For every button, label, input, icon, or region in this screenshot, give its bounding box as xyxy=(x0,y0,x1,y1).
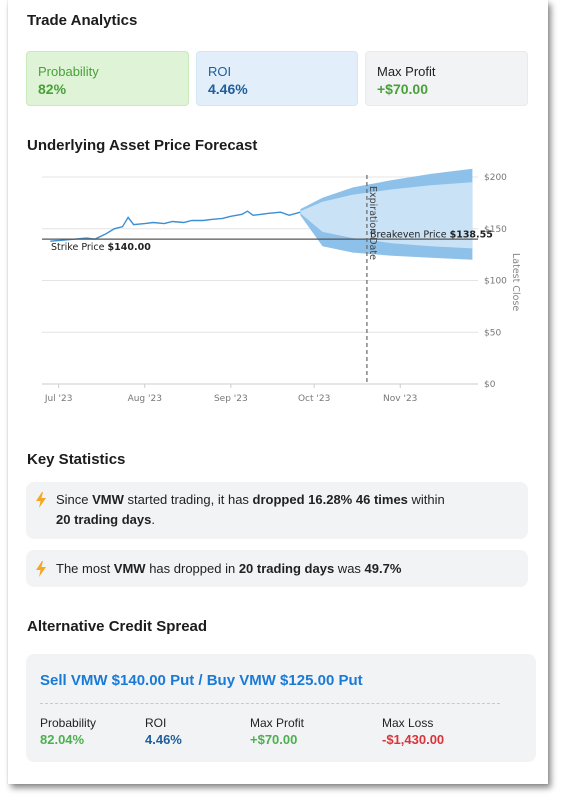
alt-probability: Probability 82.04% xyxy=(40,716,96,747)
probability-value: 82% xyxy=(38,81,67,97)
probability-label: Probability xyxy=(38,64,99,79)
roi-label: ROI xyxy=(208,64,232,79)
y-tick-label: $150 xyxy=(484,225,507,235)
alt-max-profit-value: +$70.00 xyxy=(250,732,298,747)
max-profit-value: +$70.00 xyxy=(377,81,428,97)
y-tick-label: $50 xyxy=(484,328,501,338)
alt-max-loss: Max Loss -$1,430.00 xyxy=(382,716,444,747)
price-forecast-chart-svg: Strike Price $140.00 Breakeven Price $138… xyxy=(42,168,521,404)
trade-analytics-title: Trade Analytics xyxy=(27,12,138,29)
x-tick-label: Sep '23 xyxy=(214,394,248,404)
max-profit-label: Max Profit xyxy=(377,64,436,79)
expiration-date-label: Expiration Date xyxy=(367,186,378,260)
spread-title[interactable]: Sell VMW $140.00 Put / Buy VMW $125.00 P… xyxy=(40,672,363,689)
y-tick-label: $100 xyxy=(484,277,507,287)
alt-max-loss-label: Max Loss xyxy=(382,716,434,730)
alt-probability-value: 82.04% xyxy=(40,732,85,747)
strike-price-label: Strike Price $140.00 xyxy=(51,242,151,253)
price-history xyxy=(50,210,301,242)
trade-analytics-card: Trade Analytics Probability 82% ROI 4.46… xyxy=(8,0,548,784)
alt-roi-value: 4.46% xyxy=(145,732,182,747)
price-line xyxy=(50,210,301,242)
x-tick-label: Jul '23 xyxy=(44,394,73,404)
latest-close-label: Latest Close xyxy=(510,253,521,311)
alt-max-loss-value: -$1,430.00 xyxy=(382,732,445,747)
forecast-bands xyxy=(300,168,473,260)
strike-price-label-text: Strike Price xyxy=(51,242,108,253)
alt-max-profit-label: Max Profit xyxy=(250,716,305,730)
max-profit-box: Max Profit +$70.00 xyxy=(365,51,528,106)
key-statistics-title: Key Statistics xyxy=(27,451,126,468)
x-tick-label: Aug '23 xyxy=(128,394,162,404)
lightning-icon xyxy=(36,492,46,508)
y-tick-label: $200 xyxy=(484,173,507,183)
probability-box: Probability 82% xyxy=(26,51,189,106)
breakeven-price-label: Breakeven Price $138.55 xyxy=(370,230,493,241)
x-tick-label: Oct '23 xyxy=(298,394,330,404)
alternative-spread-card[interactable]: Sell VMW $140.00 Put / Buy VMW $125.00 P… xyxy=(26,654,536,762)
breakeven-price-label-text: Breakeven Price xyxy=(370,230,450,241)
roi-box: ROI 4.46% xyxy=(196,51,358,106)
y-axis: $200 $150 $100 $50 $0 xyxy=(484,173,507,390)
alt-roi-label: ROI xyxy=(145,716,167,730)
statistic-card: Since VMW started trading, it has droppe… xyxy=(26,482,528,539)
statistic-text: The most VMW has dropped in 20 trading d… xyxy=(56,561,402,576)
lightning-icon xyxy=(36,561,46,577)
alt-probability-label: Probability xyxy=(40,716,97,730)
x-axis: Jul '23 Aug '23 Sep '23 Oct '23 Nov '23 xyxy=(44,384,417,404)
statistic-text: Since VMW started trading, it has droppe… xyxy=(56,492,445,527)
forecast-band-inner xyxy=(300,182,473,249)
forecast-title: Underlying Asset Price Forecast xyxy=(27,137,258,154)
y-tick-label: $0 xyxy=(484,380,496,390)
statistic-card: The most VMW has dropped in 20 trading d… xyxy=(26,550,528,587)
price-forecast-chart: Strike Price $140.00 Breakeven Price $138… xyxy=(26,168,528,412)
reference-lines: Strike Price $140.00 Breakeven Price $138… xyxy=(42,175,521,384)
divider xyxy=(40,703,500,704)
breakeven-price-value: $138.55 xyxy=(450,230,493,241)
alt-roi: ROI 4.46% xyxy=(145,716,182,747)
strike-price-value: $140.00 xyxy=(108,242,152,253)
x-tick-label: Nov '23 xyxy=(383,394,417,404)
alternative-spread-title: Alternative Credit Spread xyxy=(27,618,208,635)
roi-value: 4.46% xyxy=(208,81,248,97)
alt-max-profit: Max Profit +$70.00 xyxy=(250,716,304,747)
